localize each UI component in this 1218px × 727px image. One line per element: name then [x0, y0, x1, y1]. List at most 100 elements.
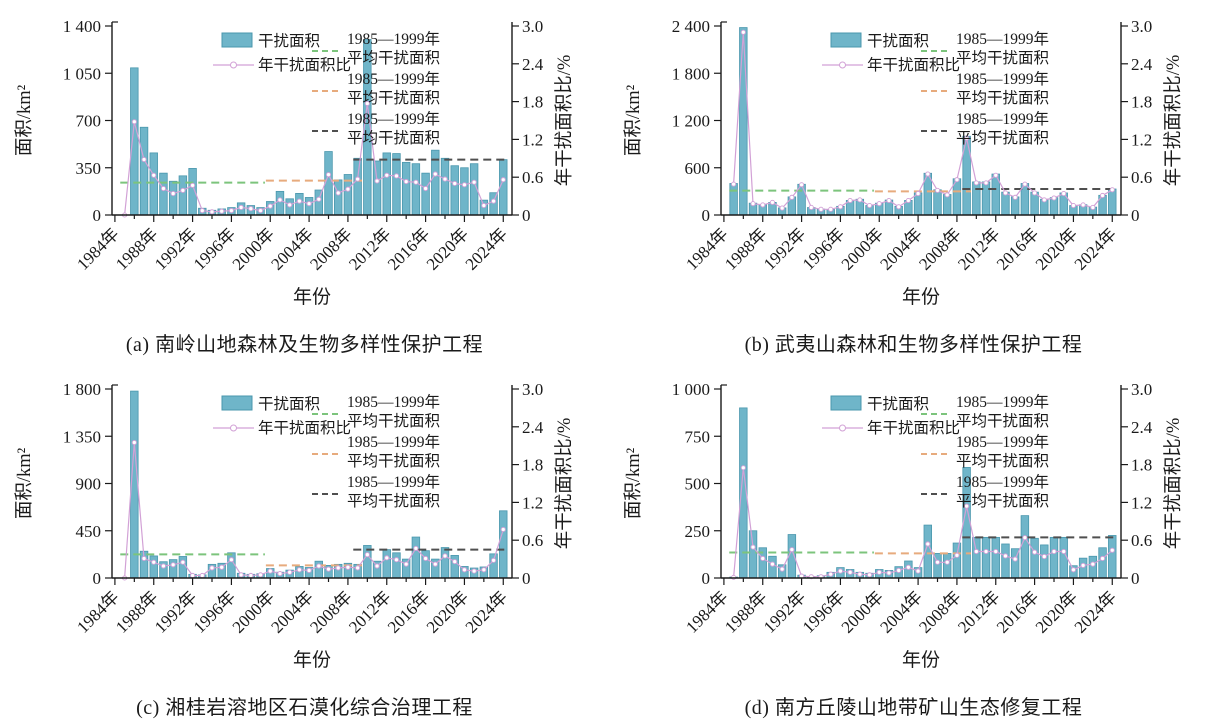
legend-bar-label: 干扰面积	[867, 32, 929, 50]
x-tick-label: 1992年	[760, 224, 809, 273]
ratio-marker	[731, 181, 737, 187]
bar	[334, 179, 343, 216]
ratio-marker	[209, 565, 215, 571]
left-tick-label: 1 000	[672, 380, 710, 399]
right-tick-label: 0	[522, 569, 531, 588]
bar	[1098, 547, 1107, 579]
ratio-marker	[866, 202, 873, 209]
ratio-marker	[257, 208, 264, 214]
ratio-marker	[905, 197, 911, 204]
panel-a-caption: (a) 南岭山地森林及生物多样性保护工程	[125, 334, 484, 356]
legend-avg-label-line1: 1985—1999年	[347, 393, 440, 411]
left-tick-label: 1 050	[63, 64, 101, 83]
x-tick-label: 2012年	[345, 587, 394, 636]
ratio-marker	[1090, 204, 1096, 210]
ratio-marker	[1090, 561, 1096, 567]
ratio-marker	[973, 180, 979, 186]
ratio-marker	[364, 552, 370, 558]
ratio-marker	[1032, 549, 1038, 555]
panel-b: 0 600 1 200 1 800 2 400 0 0.6 1.2 1.8 2.4 3.0 1984年…	[609, 0, 1218, 363]
ratio-marker	[257, 572, 264, 578]
x-tick-label: 2020年	[423, 587, 472, 636]
ratio-marker	[160, 185, 167, 192]
ratio-marker	[1051, 195, 1057, 201]
bar	[981, 181, 991, 216]
legend: 干扰面积年干扰面积比1985—1999年平均干扰面积1985—1999年平均干扰…	[213, 30, 440, 147]
ratio-marker	[847, 569, 853, 575]
ratio-marker	[1041, 197, 1047, 203]
bar	[1078, 557, 1088, 579]
ratio-marker	[925, 541, 931, 547]
right-axis-title: 年干扰面积比/%	[1163, 55, 1184, 187]
legend-avg-label-line2: 平均干扰面积	[347, 129, 440, 147]
right-tick-label: 1.2	[522, 493, 543, 512]
x-tick-label: 1988年	[721, 224, 770, 273]
ratio-marker	[964, 503, 970, 509]
bar	[1088, 555, 1098, 579]
ratio-marker	[393, 557, 400, 563]
bar	[943, 194, 952, 216]
ratio-marker	[384, 555, 390, 561]
ratio-marker	[180, 559, 186, 565]
bar	[149, 152, 158, 216]
ratio-marker	[316, 196, 322, 202]
ratio-marker	[219, 564, 225, 570]
ratio-marker	[837, 568, 843, 574]
legend-avg-label-line2: 平均干扰面积	[956, 452, 1049, 470]
ratio-marker	[886, 570, 892, 576]
ratio-line	[733, 467, 1113, 578]
ratio-marker	[277, 571, 283, 577]
legend-bar-label: 干扰面积	[867, 395, 929, 413]
bar	[1040, 544, 1049, 579]
ratio-marker	[393, 173, 400, 179]
ratio-marker	[170, 191, 176, 197]
right-tick-label: 2.4	[1131, 55, 1153, 74]
ratio-marker	[219, 208, 225, 214]
x-tick-label: 2008年	[915, 587, 964, 636]
bar	[295, 192, 304, 216]
ratio-marker	[199, 572, 205, 579]
left-tick-label: 0	[702, 206, 711, 225]
left-tick-label: 0	[93, 569, 102, 588]
right-axis-title: 年干扰面积比/%	[1163, 418, 1184, 550]
ratio-marker	[491, 198, 497, 204]
x-tick-label: 2020年	[423, 224, 472, 273]
left-tick-label: 2 400	[672, 17, 710, 36]
left-tick-label: 350	[76, 159, 102, 178]
ratio-marker	[760, 202, 766, 208]
legend-line-label: 年干扰面积比	[867, 56, 960, 74]
ratio-marker	[374, 563, 380, 569]
legend-bar-swatch	[221, 395, 253, 411]
legend-avg-label-line2: 平均干扰面积	[956, 412, 1049, 430]
left-tick-label: 1 200	[672, 112, 710, 131]
ratio-marker	[993, 548, 999, 555]
left-axis-title: 面积/km²	[14, 447, 35, 519]
bar	[353, 157, 362, 216]
x-tick-label: 2000年	[838, 224, 887, 273]
panel-a: 0 350 700 1 050 1 400 0 0.6 1.2 1.8 2.4 3.0 1984年 19…	[0, 0, 609, 363]
left-tick-label: 750	[685, 427, 711, 446]
ratio-marker	[296, 198, 302, 204]
ratio-marker	[828, 206, 834, 212]
bar	[1001, 543, 1010, 579]
left-tick-label: 0	[702, 569, 711, 588]
ratio-marker	[769, 199, 776, 205]
bar	[324, 151, 333, 216]
ratio-marker	[209, 209, 215, 215]
bar	[739, 27, 748, 216]
panel-c-caption: (c) 湘桂岩溶地区石漠化综合治理工程	[136, 697, 473, 719]
ratio-marker	[131, 440, 137, 446]
bar	[933, 189, 942, 216]
ratio-marker	[1080, 202, 1086, 208]
panel-d: 0 250 500 750 1 000 0 0.6 1.2 1.8 2.4 3.0 1984年 1988…	[609, 363, 1218, 727]
x-tick-label: 2008年	[306, 587, 355, 636]
x-tick-label: 2020年	[1032, 587, 1081, 636]
right-tick-label: 0.6	[522, 531, 543, 550]
bar	[952, 542, 962, 579]
ratio-marker	[876, 201, 882, 207]
bar	[1108, 535, 1117, 579]
legend-line-marker	[839, 424, 846, 432]
ratio-line	[733, 32, 1113, 210]
ratio-marker	[1012, 194, 1018, 200]
ratio-marker	[141, 157, 147, 163]
